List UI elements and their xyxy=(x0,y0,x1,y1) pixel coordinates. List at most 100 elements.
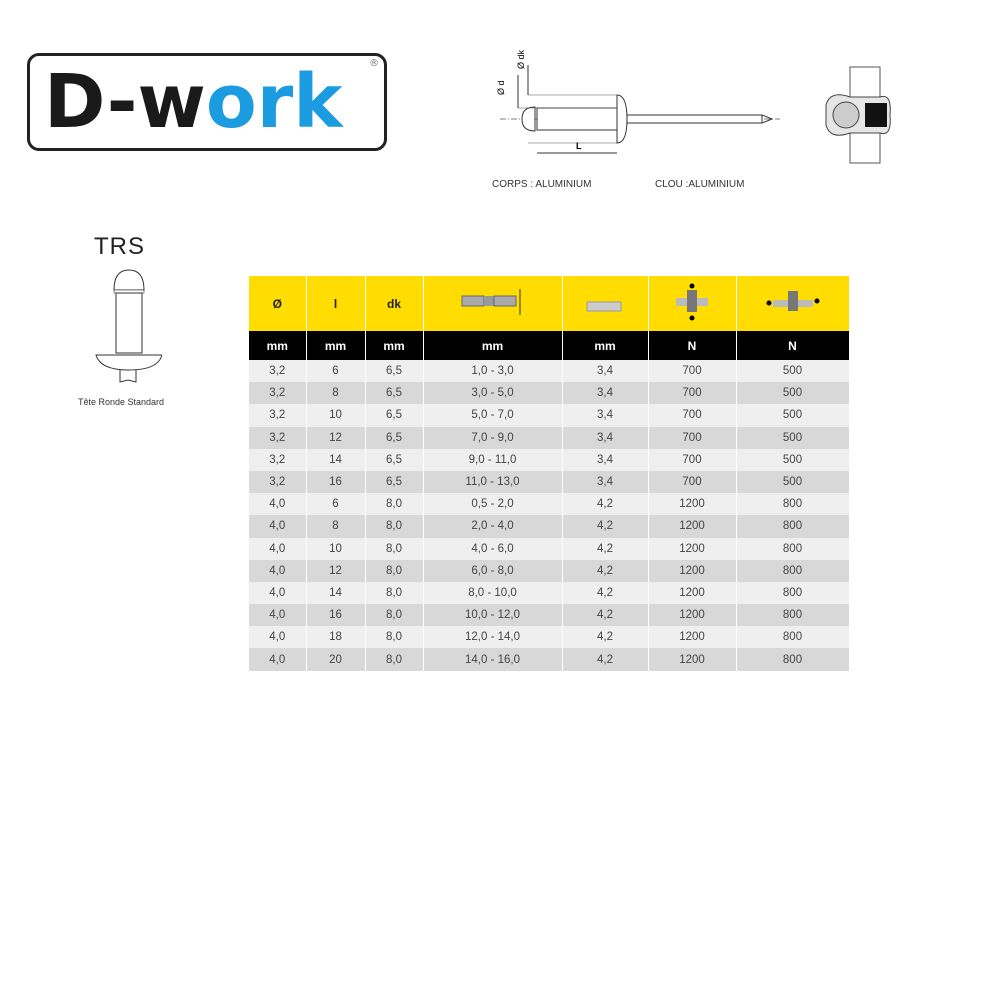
table-cell: 3,4 xyxy=(562,470,649,494)
drill-bit-icon xyxy=(586,301,622,312)
table-cell: 3,2 xyxy=(249,382,307,405)
table-cell: 4,2 xyxy=(562,648,649,671)
table-cell: 4,0 xyxy=(249,604,307,627)
rivet-section-drawing xyxy=(825,66,891,164)
body-material-label: CORPS : ALUMINIUM xyxy=(492,179,592,190)
table-cell: 4,2 xyxy=(562,604,649,627)
table-cell: 8,0 xyxy=(365,559,424,582)
unit: N xyxy=(736,331,850,360)
table-row: 3,2 6 6,5 1,0 - 3,0 3,4 700 500 xyxy=(249,360,850,383)
table-cell: 700 xyxy=(648,426,737,449)
table-cell: 500 xyxy=(736,426,850,449)
table-cell: 10 xyxy=(306,537,366,560)
table-cell: 4,2 xyxy=(562,626,649,649)
table-cell: 500 xyxy=(736,448,850,471)
table-row: 3,2 16 6,5 11,0 - 13,0 3,4 700 500 xyxy=(249,470,850,494)
table-cell: 1200 xyxy=(648,559,737,582)
rivet-type-code: TRS xyxy=(94,233,145,260)
table-cell: 4,2 xyxy=(562,581,649,605)
table-cell: 800 xyxy=(736,648,850,671)
table-row: 3,2 8 6,5 3,0 - 5,0 3,4 700 500 xyxy=(249,382,850,405)
table-cell: 6,5 xyxy=(365,382,424,405)
table-cell: 8,0 - 10,0 xyxy=(423,581,563,605)
table-cell: 1200 xyxy=(648,515,737,538)
table-cell: 10 xyxy=(306,404,366,427)
header-drill xyxy=(562,276,649,331)
table-cell: 3,2 xyxy=(249,470,307,494)
table-cell: 800 xyxy=(736,604,850,627)
table-cell: 12 xyxy=(306,426,366,449)
brand-logo: D-w ork ® xyxy=(27,53,387,151)
table-cell: 3,0 - 5,0 xyxy=(423,382,563,405)
header-head-diameter: dk xyxy=(365,276,424,331)
unit: mm xyxy=(423,331,563,360)
table-row: 4,0 10 8,0 4,0 - 6,0 4,2 1200 800 xyxy=(249,537,850,560)
table-cell: 3,2 xyxy=(249,448,307,471)
table-cell: 8,0 xyxy=(365,648,424,671)
table-cell: 2,0 - 4,0 xyxy=(423,515,563,538)
table-cell: 8,0 xyxy=(365,581,424,605)
registered-mark: ® xyxy=(369,58,379,69)
table-cell: 3,4 xyxy=(562,404,649,427)
table-cell: 3,2 xyxy=(249,426,307,449)
table-cell: 3,2 xyxy=(249,404,307,427)
rivet-type-caption: Tête Ronde Standard xyxy=(78,397,165,407)
table-cell: 3,4 xyxy=(562,382,649,405)
table-cell: 16 xyxy=(306,470,366,494)
table-cell: 6 xyxy=(306,360,366,383)
table-cell: 800 xyxy=(736,537,850,560)
table-cell: 8 xyxy=(306,515,366,538)
table-cell: 4,0 xyxy=(249,493,307,516)
table-cell: 500 xyxy=(736,404,850,427)
table-cell: 14,0 - 16,0 xyxy=(423,648,563,671)
table-cell: 4,0 xyxy=(249,559,307,582)
header-tensile xyxy=(736,276,850,331)
tensile-force-icon xyxy=(766,291,819,311)
table-cell: 14 xyxy=(306,448,366,471)
round-head-rivet-icon xyxy=(95,269,162,383)
table-cell: 800 xyxy=(736,515,850,538)
table-cell: 12,0 - 14,0 xyxy=(423,626,563,649)
table-row: 4,0 14 8,0 8,0 - 10,0 4,2 1200 800 xyxy=(249,581,850,605)
table-cell: 4,0 xyxy=(249,626,307,649)
table-cell: 8,0 xyxy=(365,537,424,560)
table-cell: 1200 xyxy=(648,626,737,649)
table-row: 4,0 12 8,0 6,0 - 8,0 4,2 1200 800 xyxy=(249,559,850,582)
unit: mm xyxy=(249,331,307,360)
table-cell: 6,5 xyxy=(365,426,424,449)
table-cell: 4,0 xyxy=(249,581,307,605)
table-cell: 18 xyxy=(306,626,366,649)
unit: mm xyxy=(562,331,649,360)
table-cell: 8,0 xyxy=(365,626,424,649)
table-cell: 3,4 xyxy=(562,448,649,471)
dimension-L-label: L xyxy=(576,141,582,151)
table-cell: 800 xyxy=(736,493,850,516)
table-cell: 6,0 - 8,0 xyxy=(423,559,563,582)
table-cell: 1200 xyxy=(648,493,737,516)
table-cell: 1,0 - 3,0 xyxy=(423,360,563,383)
table-cell: 4,0 xyxy=(249,537,307,560)
table-cell: 8 xyxy=(306,382,366,405)
table-cell: 6,5 xyxy=(365,360,424,383)
table-cell: 16 xyxy=(306,604,366,627)
table-cell: 6,5 xyxy=(365,448,424,471)
header-length: l xyxy=(306,276,366,331)
table-row: 4,0 18 8,0 12,0 - 14,0 4,2 1200 800 xyxy=(249,626,850,649)
table-cell: 4,0 xyxy=(249,648,307,671)
table-row: 4,0 16 8,0 10,0 - 12,0 4,2 1200 800 xyxy=(249,604,850,627)
header-diameter: Ø xyxy=(249,276,307,331)
table-row: 4,0 6 8,0 0,5 - 2,0 4,2 1200 800 xyxy=(249,493,850,516)
header-row: Ø l dk xyxy=(249,276,850,331)
table-row: 3,2 10 6,5 5,0 - 7,0 3,4 700 500 xyxy=(249,404,850,427)
table-cell: 3,2 xyxy=(249,360,307,383)
unit: mm xyxy=(306,331,366,360)
table-cell: 9,0 - 11,0 xyxy=(423,448,563,471)
unit: N xyxy=(648,331,737,360)
units-row: mm mm mm mm mm N N xyxy=(249,331,850,360)
table-cell: 4,2 xyxy=(562,537,649,560)
table-cell: 800 xyxy=(736,559,850,582)
dimension-d-label: Ø d xyxy=(496,80,506,95)
table-cell: 4,0 - 6,0 xyxy=(423,537,563,560)
logo-text-dark: D-w xyxy=(44,59,206,145)
rivet-dimension-drawing: Ø d Ø dk L xyxy=(496,49,780,154)
